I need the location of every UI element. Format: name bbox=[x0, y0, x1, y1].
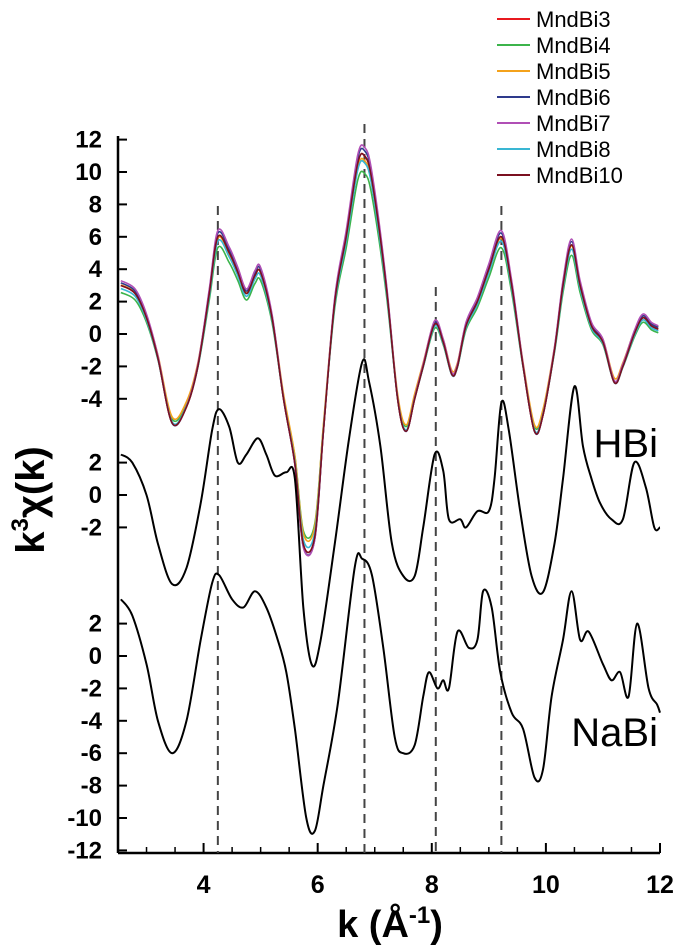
y-tick-label: 4 bbox=[89, 256, 103, 283]
y-tick-label: -4 bbox=[81, 708, 103, 735]
series-line-mndbi10 bbox=[120, 152, 659, 554]
y-tick-label: 0 bbox=[89, 321, 102, 348]
y-tick-label: 0 bbox=[89, 643, 102, 670]
y-axis-ticks: 12 10 8 6 4 2 0 -2 -4 2 0 -2 2 0 -2 -4 -6 -8 -10 -12 bbox=[67, 127, 127, 864]
legend-label: MndBi8 bbox=[536, 137, 611, 162]
panel-label-hbi: HBi bbox=[594, 422, 658, 466]
y-axis-title: k3χ(k) bbox=[7, 446, 53, 554]
legend-label: MndBi7 bbox=[536, 111, 611, 136]
y-tick-label: -12 bbox=[67, 837, 102, 864]
legend-label: MndBi6 bbox=[536, 85, 611, 110]
y-tick-label: 6 bbox=[89, 224, 102, 251]
y-tick-label: 2 bbox=[89, 450, 102, 477]
series-line-hbi bbox=[120, 358, 661, 668]
panel-label-nabi: NaBi bbox=[571, 711, 658, 755]
x-axis-ticks: 4 6 8 10 12 bbox=[145, 843, 674, 899]
panel-labels: HBi NaBi bbox=[571, 422, 658, 755]
series-line-nabi bbox=[120, 552, 661, 835]
y-tick-label: 0 bbox=[89, 482, 102, 509]
y-tick-label: -10 bbox=[67, 805, 102, 832]
series-line-mndbi4 bbox=[120, 170, 659, 539]
x-tick-label: 4 bbox=[197, 871, 211, 899]
legend: MndBi3MndBi4MndBi5MndBi6MndBi7MndBi8MndB… bbox=[497, 7, 623, 188]
y-tick-label: -2 bbox=[81, 353, 102, 380]
x-tick-label: 8 bbox=[425, 871, 439, 899]
reference-lines bbox=[216, 124, 503, 853]
y-axis-title-sup: 3 bbox=[7, 518, 34, 531]
y-tick-label: -4 bbox=[81, 386, 103, 413]
x-axis-title: k (Å-1) bbox=[337, 902, 443, 946]
series-line-mndbi8 bbox=[120, 159, 659, 549]
y-tick-label: 8 bbox=[89, 191, 102, 218]
y-tick-label: 10 bbox=[75, 159, 102, 186]
legend-label: MndBi4 bbox=[536, 33, 611, 58]
legend-label: MndBi10 bbox=[536, 163, 623, 188]
y-tick-label: -6 bbox=[81, 740, 102, 767]
x-axis-title-sup: -1 bbox=[409, 902, 430, 929]
y-tick-label: -2 bbox=[81, 675, 102, 702]
curves bbox=[120, 144, 661, 835]
legend-label: MndBi5 bbox=[536, 59, 611, 84]
y-tick-label: -8 bbox=[81, 773, 102, 800]
legend-label: MndBi3 bbox=[536, 7, 611, 32]
y-tick-label: 12 bbox=[75, 127, 102, 154]
y-tick-label: 2 bbox=[89, 289, 102, 316]
y-tick-label: -2 bbox=[81, 514, 102, 541]
x-tick-label: 10 bbox=[532, 871, 560, 899]
y-tick-label: 2 bbox=[89, 611, 102, 638]
x-tick-label: 12 bbox=[646, 871, 674, 899]
x-tick-label: 6 bbox=[311, 871, 325, 899]
